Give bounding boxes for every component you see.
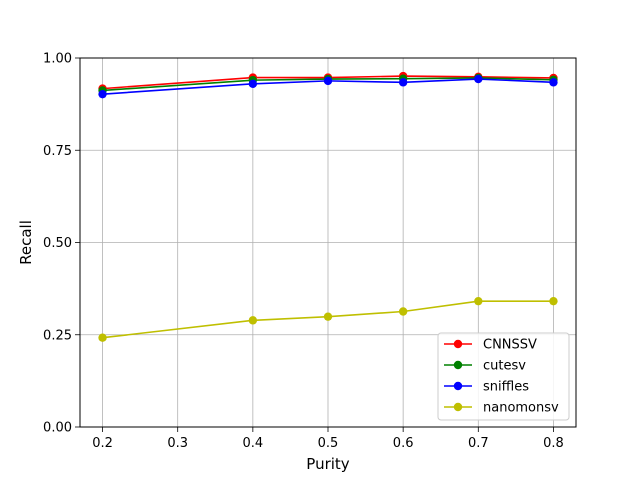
series-lines (98, 71, 558, 342)
data-point (549, 78, 558, 87)
series-line (102, 77, 554, 92)
legend-box (437, 332, 570, 421)
legend-label: sniffles (483, 380, 529, 395)
data-point (248, 316, 258, 325)
legend: CNNSSV cutesv sniffles nanomonsv (437, 332, 570, 421)
series-sniffles (98, 74, 558, 99)
y-tick-label: 0.25 (43, 328, 72, 343)
data-point (323, 76, 333, 86)
data-point (474, 296, 483, 306)
x-axis-label: Purity (306, 455, 350, 473)
data-point (323, 312, 333, 321)
series-line (102, 78, 554, 95)
x-tick-label: 0.4 (243, 436, 264, 451)
legend-item-nanomonsv: nanomonsv (444, 401, 559, 416)
data-point (98, 333, 107, 342)
x-tick-label: 0.8 (543, 436, 564, 451)
legend-item-sniffles: sniffles (444, 380, 529, 395)
data-point (398, 78, 408, 87)
y-axis-label: Recall (17, 220, 35, 265)
y-tick-label: 1.00 (43, 52, 72, 67)
series-nanomonsv (98, 296, 558, 342)
legend-label: cutesv (483, 359, 526, 374)
x-tick-label: 0.7 (468, 436, 489, 451)
series-line (102, 300, 554, 339)
legend-label: CNNSSV (483, 338, 537, 353)
legend-item-cutesv: cutesv (444, 359, 526, 374)
data-point (474, 74, 483, 84)
legend-marker (453, 402, 463, 412)
legend-label: nanomonsv (483, 401, 559, 416)
x-tick-label: 0.3 (167, 436, 188, 451)
x-tick-label: 0.6 (393, 436, 414, 451)
x-tick-label: 0.2 (92, 436, 113, 451)
data-point (98, 89, 107, 99)
legend-marker (453, 381, 463, 391)
data-point (549, 296, 558, 306)
axis-ticks: 0.2 0.3 0.4 0.5 0.6 0.7 0.8 0.00 0.25 0.50 0.75 1.0… (43, 52, 564, 452)
y-tick-label: 0.75 (43, 144, 72, 159)
data-point (398, 307, 408, 316)
x-tick-label: 0.5 (318, 436, 339, 451)
series-line (102, 75, 554, 90)
y-tick-label: 0.50 (43, 236, 72, 251)
legend-marker (453, 339, 463, 349)
legend-item-cnnssv: CNNSSV (444, 338, 537, 353)
data-point (248, 79, 258, 89)
y-tick-label: 0.00 (43, 421, 72, 436)
legend-marker (453, 360, 463, 370)
